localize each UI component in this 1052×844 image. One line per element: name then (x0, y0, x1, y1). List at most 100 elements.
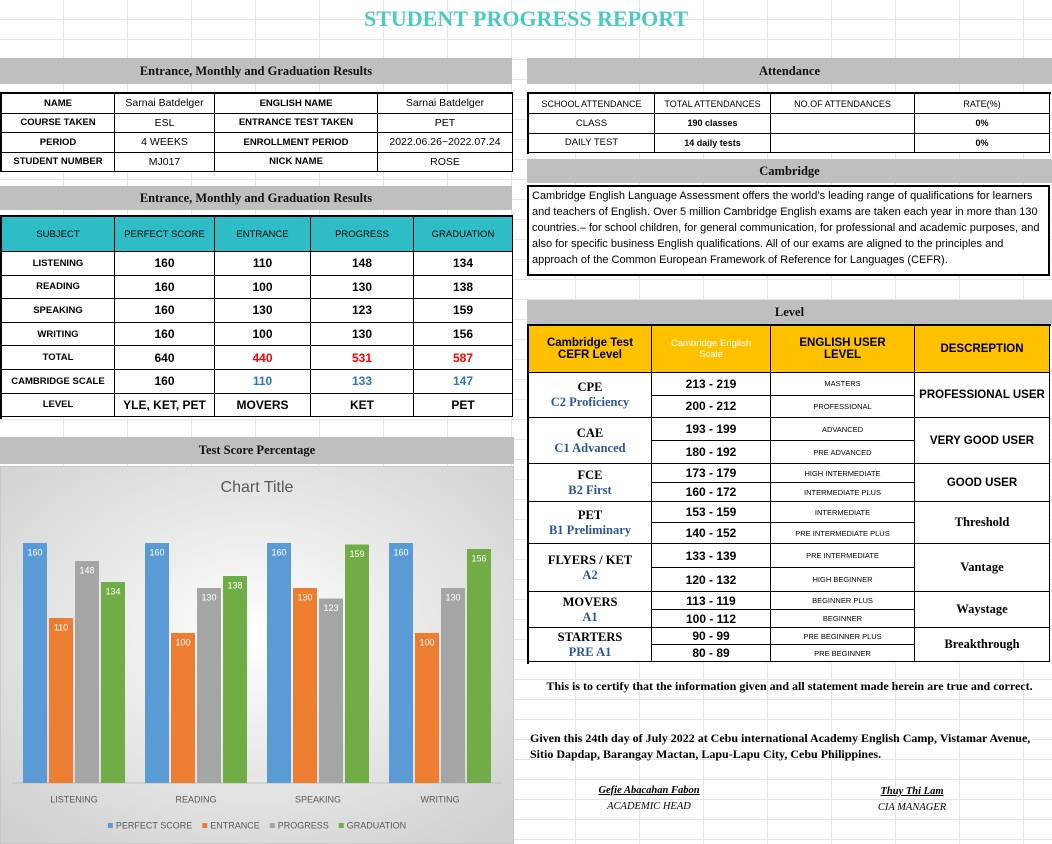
table-frame (0, 215, 513, 419)
section-header: Test Score Percentage (0, 437, 514, 464)
scale-range: 80 - 89 (652, 645, 771, 662)
bar (197, 588, 221, 783)
bar-value-label: 110 (54, 622, 68, 632)
bar (319, 598, 343, 783)
legend-swatch (269, 823, 275, 828)
column-header: TOTAL ATTENDANCES (655, 94, 771, 114)
attendance-cell: 0% (915, 114, 1050, 134)
score-cell: 160 (115, 322, 215, 347)
attendance-cell: DAILY TEST (529, 133, 655, 153)
attendance-cell: 14 daily tests (655, 133, 771, 153)
scale-range: 213 - 219 (652, 373, 771, 396)
bar (389, 543, 413, 783)
user-level: PROFESSIONAL (771, 395, 915, 418)
scale-range: 200 - 212 (652, 395, 771, 418)
bar-value-label: 160 (27, 547, 42, 557)
info-cell: Sarnai Batdelger (378, 94, 513, 114)
score-cell: 147 (414, 370, 513, 394)
attendance-cell: CLASS (529, 114, 655, 134)
score-cell: 160 (115, 299, 215, 323)
cefr-level: PET B1 Preliminary (529, 502, 652, 544)
subject-cell: WRITING (2, 322, 115, 347)
signature-name: Gefie Abacahan Fabon (598, 784, 700, 796)
bar (293, 588, 317, 783)
column-header: PROGRESS (311, 217, 414, 252)
scale-range: 113 - 119 (652, 592, 771, 610)
description: GOOD USER (915, 464, 1050, 502)
score-cell: 160 (115, 252, 215, 276)
user-level: BEGINNER (771, 610, 915, 628)
score-cell: 123 (311, 299, 414, 323)
legend-item: PROGRESS (269, 820, 329, 830)
score-cell: 130 (311, 275, 414, 300)
exam-name: MOVERS (562, 594, 618, 609)
column-header: Cambridge Test CEFR Level (529, 326, 652, 373)
bar-value-label: 156 (471, 553, 486, 563)
bar-value-label: 100 (175, 637, 190, 647)
user-level: INTERMEDIATE (771, 502, 915, 523)
user-level: PRE BEGINNER PLUS (771, 628, 915, 645)
signature-role: CIA MANAGER (877, 801, 947, 813)
bar-value-label: 100 (419, 637, 434, 647)
user-level: HIGH BEGINNER (771, 568, 915, 592)
score-cell: 160 (115, 275, 215, 300)
legend-label: ENTRANCE (210, 820, 260, 830)
bar (49, 618, 73, 783)
score-cell: KET (311, 393, 414, 418)
info-cell: STUDENT NUMBER (2, 152, 115, 172)
section-header: Entrance, Monthly and Graduation Results (0, 186, 512, 210)
given-text: Given this 24th day of July 2022 at Cebu… (530, 731, 1031, 761)
legend-item: PERFECT SCORE (107, 820, 192, 830)
attendance-cell: 0% (915, 133, 1050, 153)
score-cell: 587 (414, 346, 513, 370)
info-cell: ESL (115, 113, 215, 133)
x-tick-label: LISTENING (50, 794, 98, 804)
cefr-level: CPE C2 Proficiency (529, 373, 652, 418)
legend: PERFECT SCORE ENTRANCE PROGRESS GRADUATION (107, 820, 406, 830)
legend-label: PERFECT SCORE (116, 820, 192, 830)
user-level: MASTERS (771, 373, 915, 396)
score-cell: 531 (311, 346, 414, 370)
description: Breakthrough (915, 628, 1050, 662)
cefr-code: A1 (582, 609, 598, 624)
exam-name: FLYERS / KET (547, 552, 633, 567)
bar-value-label: 138 (227, 580, 242, 590)
user-level: PRE INTERMEDIATE PLUS (771, 523, 915, 544)
score-cell: 160 (115, 370, 215, 394)
section-header: Cambridge (527, 159, 1052, 183)
cambridge-text: Cambridge English Language Assessment of… (527, 185, 1050, 276)
score-cell: 440 (215, 346, 311, 370)
column-header: ENGLISH USER LEVEL (771, 326, 915, 373)
score-cell: 130 (311, 322, 414, 347)
scale-range: 153 - 159 (652, 502, 771, 523)
attendance-cell (771, 133, 915, 153)
x-tick-label: READING (175, 794, 216, 804)
column-header: Cambridge English Scale (652, 326, 771, 373)
info-cell: Sarnai Batdelger (115, 94, 215, 114)
legend-label: GRADUATION (347, 820, 406, 830)
scale-range: 160 - 172 (652, 483, 771, 502)
info-cell: ROSE (378, 152, 513, 172)
bar (23, 543, 47, 783)
table-frame (0, 92, 513, 172)
info-cell: 4 WEEKS (115, 133, 215, 153)
cefr-code: B1 Preliminary (548, 522, 632, 537)
bar-value-label: 130 (445, 592, 460, 602)
subject-cell: LEVEL (2, 393, 115, 418)
legend-swatch (107, 823, 113, 828)
x-tick-label: WRITING (421, 794, 460, 804)
legend-swatch (338, 823, 344, 828)
exam-name: STARTERS (557, 629, 623, 644)
column-header: SCHOOL ATTENDANCE (529, 94, 655, 114)
info-cell: PERIOD (2, 133, 115, 153)
legend-swatch (202, 823, 208, 828)
description: Vantage (915, 544, 1050, 592)
user-level: BEGINNER PLUS (771, 592, 915, 610)
score-cell: 156 (414, 322, 513, 347)
score-cell: 138 (414, 275, 513, 300)
column-header: SUBJECT (2, 217, 115, 252)
bar-value-label: 159 (349, 549, 364, 559)
bar (223, 576, 247, 783)
section-header: Attendance (527, 58, 1052, 84)
cefr-level: FLYERS / KET A2 (529, 544, 652, 592)
